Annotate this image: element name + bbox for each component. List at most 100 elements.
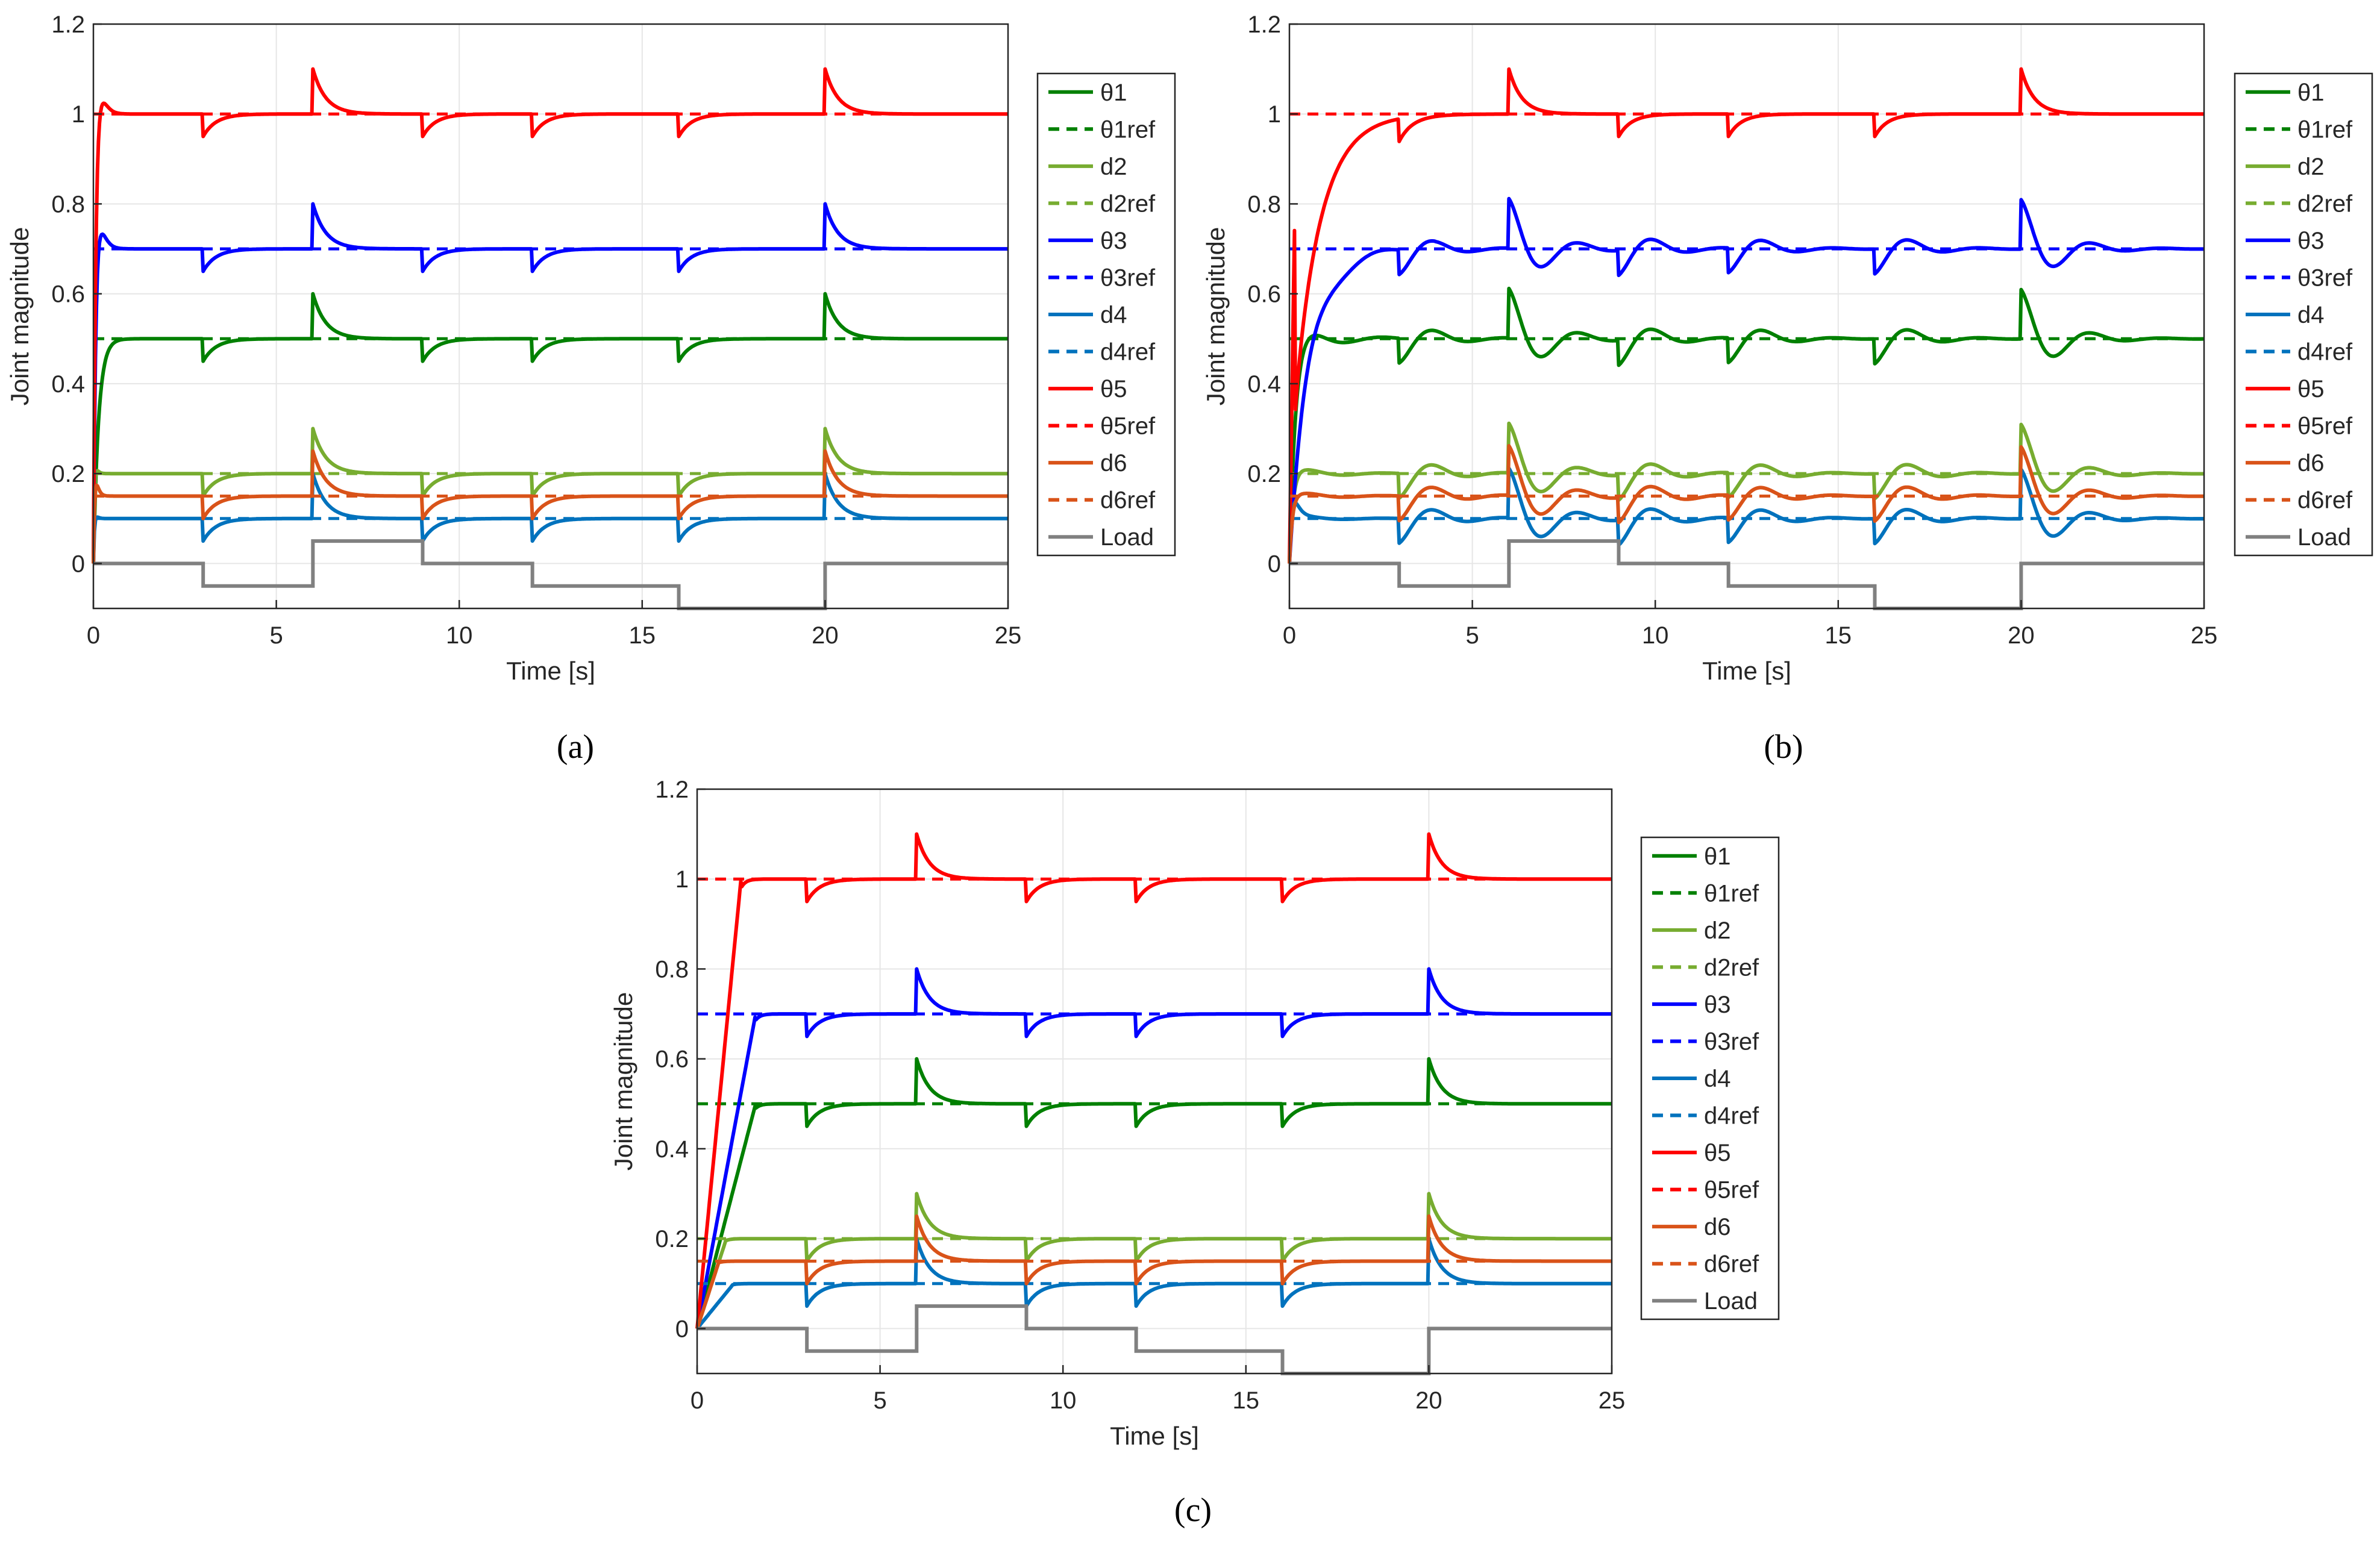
y-tick-label: 0.8: [51, 191, 85, 217]
legend-label: θ5ref: [1704, 1177, 1759, 1204]
x-tick-label: 0: [1283, 622, 1296, 649]
y-tick-label: 0: [72, 551, 85, 577]
series-line: [92, 449, 1009, 564]
x-axis-label: Time [s]: [1702, 657, 1791, 685]
x-tick-label: 0: [691, 1387, 704, 1414]
y-tick-label: 0.4: [51, 371, 85, 398]
x-tick-label: 20: [1415, 1387, 1442, 1414]
legend-label: d4: [1100, 302, 1127, 328]
x-axis-label: Time [s]: [1110, 1422, 1199, 1450]
x-tick-label: 20: [2008, 622, 2035, 649]
legend-label: θ5ref: [2297, 413, 2353, 440]
legend-label: d6: [2297, 450, 2325, 477]
legend-label: Load: [1100, 524, 1154, 551]
legend-label: θ1: [1704, 843, 1731, 870]
legend-label: d4: [2297, 302, 2325, 328]
x-tick-label: 15: [1825, 622, 1852, 649]
legend-label: d2: [1704, 917, 1731, 944]
y-axis-label: Joint magnitude: [609, 992, 637, 1171]
legend-label: d2ref: [2297, 190, 2353, 217]
legend-label: Load: [1704, 1288, 1758, 1314]
series-line: [1288, 67, 2205, 564]
x-tick-label: 10: [1050, 1387, 1077, 1414]
series-line: [1288, 466, 2205, 564]
legend-label: θ3ref: [1704, 1028, 1759, 1055]
x-tick-label: 25: [1599, 1387, 1626, 1414]
y-tick-label: 0.6: [1247, 281, 1281, 308]
series-line: [92, 67, 1009, 564]
panel-caption: (c): [1174, 1492, 1212, 1529]
x-tick-label: 10: [446, 622, 473, 649]
legend-label: d2: [1100, 154, 1127, 180]
legend-label: θ3ref: [1100, 264, 1156, 291]
series-line: [92, 202, 1009, 564]
y-tick-label: 0.6: [655, 1046, 689, 1073]
axes-box: [1288, 23, 2205, 610]
legend-label: θ3: [1100, 228, 1127, 254]
series-line: [92, 472, 1009, 564]
y-tick-label: 0.4: [1247, 371, 1281, 398]
legend-label: θ5ref: [1100, 413, 1156, 440]
legend-label: θ1: [2297, 80, 2325, 106]
y-tick-label: 1.2: [51, 11, 85, 38]
legend-label: θ5: [1704, 1140, 1731, 1166]
legend-label: θ3: [2297, 228, 2325, 254]
series-line: [695, 1237, 1613, 1330]
legend-label: d4ref: [2297, 339, 2353, 366]
legend-label: d2ref: [1704, 954, 1759, 981]
x-tick-label: 5: [873, 1387, 886, 1414]
y-tick-label: 1.2: [655, 777, 689, 803]
series-line: [1288, 286, 2205, 564]
legend-label: d6ref: [2297, 487, 2353, 514]
panel-caption: (a): [557, 728, 594, 766]
series-line: [695, 1057, 1613, 1330]
legend-label: θ1ref: [1100, 116, 1156, 143]
series-line: [92, 292, 1009, 564]
legend-label: θ1: [1100, 80, 1127, 106]
legend-label: d4ref: [1704, 1103, 1759, 1130]
legend-label: θ1ref: [2297, 116, 2353, 143]
panel-c: 0 5 10 15 20 25 0 0.2 0.4 0.6 0.8 1 1.2 Time [s] Joint…: [609, 777, 1780, 1529]
series-line: [92, 427, 1009, 564]
legend-label: θ5: [2297, 376, 2325, 402]
y-tick-label: 1.2: [1247, 11, 1281, 38]
y-tick-label: 0.8: [655, 956, 689, 983]
x-tick-label: 20: [812, 622, 839, 649]
y-axis-label: Joint magnitude: [1201, 227, 1230, 406]
panel-caption: (b): [1764, 728, 1803, 766]
legend-label: d6: [1704, 1214, 1731, 1240]
legend-label: d4: [1704, 1066, 1731, 1092]
y-tick-label: 0: [675, 1316, 689, 1342]
panel-a: 0 5 10 15 20 25 0 0.2 0.4 0.6 0.8 1 1.2 Time [s] Joint…: [5, 11, 1176, 766]
series-line: [695, 1214, 1613, 1330]
x-tick-label: 25: [2191, 622, 2218, 649]
x-tick-label: 15: [1233, 1387, 1260, 1414]
y-tick-label: 0: [1268, 551, 1281, 577]
y-tick-label: 0.2: [1247, 461, 1281, 487]
y-tick-label: 1: [675, 866, 689, 893]
x-tick-label: 0: [87, 622, 100, 649]
legend-label: d6ref: [1100, 487, 1156, 514]
y-tick-label: 1: [1268, 101, 1281, 128]
legend-label: d2: [2297, 154, 2325, 180]
legend-label: θ3ref: [2297, 264, 2353, 291]
y-tick-label: 0.2: [51, 461, 85, 487]
x-tick-label: 5: [269, 622, 283, 649]
x-tick-label: 25: [995, 622, 1022, 649]
legend-label: d6ref: [1704, 1251, 1759, 1278]
legend-label: Load: [2297, 524, 2351, 551]
series-line: [1288, 444, 2205, 564]
plot-area: [93, 24, 1008, 608]
panel-b: 0 5 10 15 20 25 0 0.2 0.4 0.6 0.8 1 1.2 Time [s] Joint…: [1201, 11, 2373, 766]
y-axis-label: Joint magnitude: [5, 227, 34, 406]
axes-box: [696, 788, 1613, 1375]
plot-area: [697, 789, 1612, 1374]
y-tick-label: 0.6: [51, 281, 85, 308]
series-line: [1288, 421, 2205, 564]
series-line: [1288, 196, 2205, 564]
series-line: [695, 832, 1613, 1329]
x-axis-label: Time [s]: [506, 657, 595, 685]
legend-label: θ3: [1704, 992, 1731, 1018]
y-tick-label: 0.2: [655, 1226, 689, 1252]
